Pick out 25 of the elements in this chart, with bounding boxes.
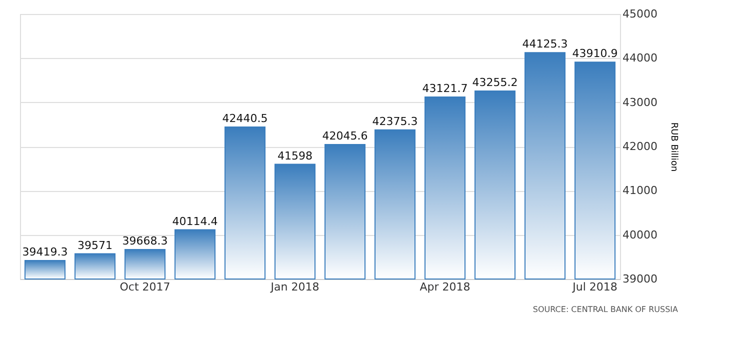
x-tick-label: Oct 2017 <box>120 280 170 294</box>
data-label: 43255.2 <box>472 76 518 90</box>
data-label: 44125.3 <box>522 38 568 51</box>
data-label: 41598 <box>278 149 312 162</box>
data-label: 39571 <box>78 238 112 252</box>
x-tick-label: Jul 2018 <box>572 280 618 294</box>
data-label: 39668.3 <box>122 234 168 248</box>
y-tick-label: 43000 <box>622 96 658 109</box>
data-label: 42375.3 <box>372 114 418 128</box>
data-label: 42440.5 <box>222 112 268 126</box>
y-tick-label: 45000 <box>622 8 658 20</box>
x-tick-label: Apr 2018 <box>420 280 470 294</box>
y-tick-label: 39000 <box>622 272 658 286</box>
x-tick-label: Jan 2018 <box>270 280 320 294</box>
y-axis-title: RUB Billion <box>668 122 678 172</box>
data-label: 43121.7 <box>422 82 468 95</box>
y-tick-label: 41000 <box>622 184 658 198</box>
y-tick-label: 42000 <box>622 140 658 153</box>
y-tick-label: 40000 <box>622 228 658 242</box>
data-label: 39419.3 <box>22 245 68 258</box>
data-label: 40114.4 <box>172 214 218 228</box>
source-note: SOURCE: CENTRAL BANK OF RUSSIA <box>532 305 679 314</box>
data-label: 42045.6 <box>322 129 368 142</box>
y-tick-label: 44000 <box>622 52 658 65</box>
data-label: 43910.9 <box>572 47 618 60</box>
